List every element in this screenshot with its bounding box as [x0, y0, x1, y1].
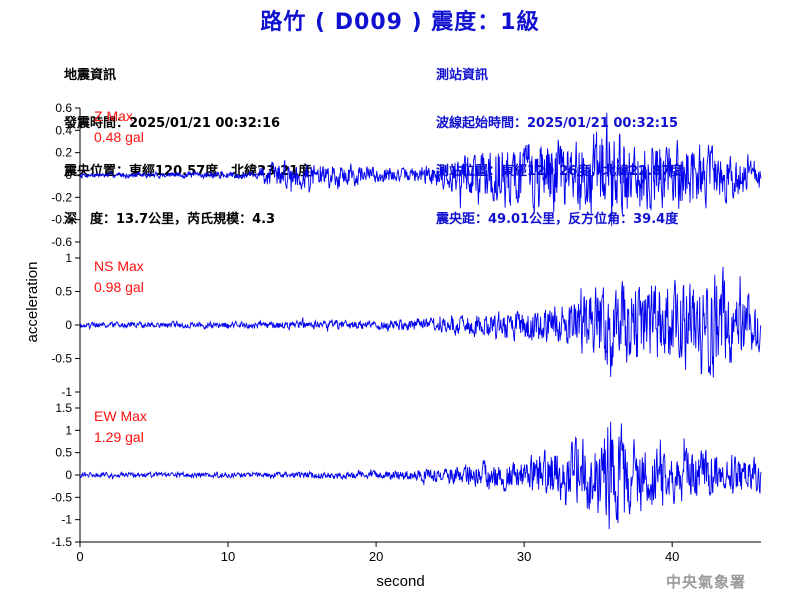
x-tick-label: 20: [369, 549, 383, 564]
y-tick-label-ns: 1: [65, 251, 72, 265]
y-tick-label-z: -0.6: [51, 235, 72, 249]
y-tick-label-ns: -1: [61, 385, 72, 399]
max-label-ew: EW Max: [94, 408, 147, 424]
x-tick-label: 10: [221, 549, 235, 564]
y-tick-label-ns: 0.5: [55, 285, 72, 299]
y-tick-label-ew: 0: [65, 468, 72, 482]
x-axis-title: second: [376, 573, 424, 590]
y-tick-label-ew: 0.5: [55, 446, 72, 460]
y-tick-label-ns: -0.5: [51, 352, 72, 366]
x-tick-label: 30: [517, 549, 531, 564]
trace-z: [79, 112, 762, 227]
station-info-heading: 測站資訊: [436, 68, 489, 83]
y-tick-label-ns: 0: [65, 318, 72, 332]
earthquake-info-block: 地震資訊 發震時間：2025/01/21 00:32:16 震央位置：東經120…: [64, 36, 311, 244]
y-tick-label-ew: -1.5: [51, 535, 72, 549]
y-tick-label-z: 0.4: [55, 123, 72, 137]
max-value-z: 0.48 gal: [94, 129, 144, 145]
y-tick-label-z: 0.6: [55, 101, 72, 115]
y-axis-title: acceleration: [24, 262, 41, 343]
y-tick-label-z: 0.2: [55, 146, 72, 160]
max-value-ns: 0.98 gal: [94, 279, 144, 295]
chart-title: 路竹 ( D009 ) 震度：1級: [260, 10, 540, 35]
y-tick-label-z: -0.4: [51, 213, 72, 227]
x-tick-label: 40: [665, 549, 679, 564]
depth-magnitude: 深 度：13.7公里，芮氏規模：4.3: [64, 212, 276, 227]
y-tick-label-ew: 1: [65, 423, 72, 437]
max-label-z: Z Max: [94, 108, 133, 124]
max-label-ns: NS Max: [94, 258, 144, 274]
wave-start-time: 波線起始時間：2025/01/21 00:32:15: [436, 116, 679, 131]
station-info-block: 測站資訊 波線起始時間：2025/01/21 00:32:15 測站位置：東經1…: [436, 36, 683, 244]
y-tick-label-ew: -1: [61, 513, 72, 527]
distance-azimuth: 震央距：49.01公里，反方位角：39.4度: [436, 212, 679, 227]
max-value-ew: 1.29 gal: [94, 429, 144, 445]
y-tick-label-z: -0.2: [51, 190, 72, 204]
earthquake-info-heading: 地震資訊: [64, 68, 117, 83]
trace-ns: [79, 266, 762, 378]
y-tick-label-z: 0: [65, 168, 72, 182]
trace-ew: [79, 421, 762, 530]
origin-time: 發震時間：2025/01/21 00:32:16: [64, 116, 281, 131]
x-tick-label: 0: [76, 549, 83, 564]
agency-credit: 中央氣象署: [665, 573, 746, 591]
y-tick-label-ew: -0.5: [51, 490, 72, 504]
y-tick-label-ew: 1.5: [55, 401, 72, 415]
